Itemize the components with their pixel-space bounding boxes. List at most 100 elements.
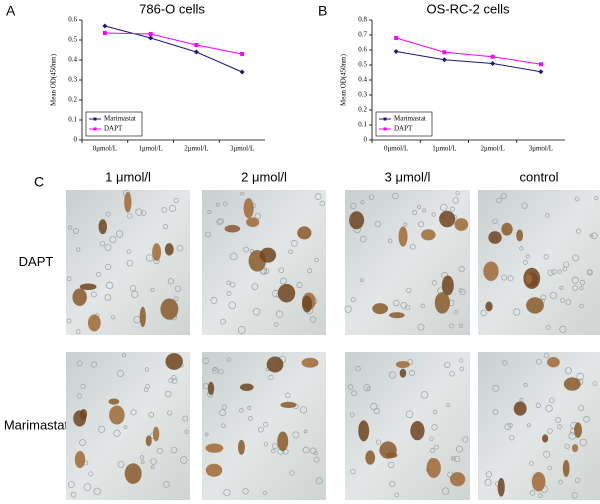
cell-bubble [150, 465, 155, 470]
cell-bubble [455, 191, 460, 196]
stained-cell [526, 297, 544, 314]
y-tick-label: 0.3 [358, 91, 367, 99]
cell-bubble [75, 329, 81, 334]
cell-bubble [260, 268, 267, 276]
cell-bubble [544, 213, 550, 218]
stained-cell [516, 229, 524, 242]
cell-bubble [579, 303, 584, 309]
cell-bubble [521, 202, 528, 209]
cell-bubble [449, 371, 455, 377]
cell-bubble [548, 397, 555, 403]
cell-bubble [248, 415, 253, 421]
cell-bubble [173, 198, 179, 204]
cell-bubble [280, 277, 287, 285]
x-tick-label: 0μmol/L [384, 145, 408, 153]
x-tick-label: 1μmol/L [432, 145, 456, 153]
cell-bubble [347, 384, 354, 390]
cell-bubble [93, 487, 101, 496]
marker [148, 35, 154, 41]
x-tick-label: 3μmol/L [529, 145, 553, 153]
cell-bubble [545, 325, 551, 330]
cell-bubble [504, 423, 512, 431]
cell-bubble [422, 208, 427, 213]
cell-bubble [204, 432, 209, 437]
cell-bubble [529, 490, 536, 496]
cell-bubble [387, 238, 393, 244]
y-axis-label: Mean OD(450nm) [340, 53, 348, 106]
y-tick-label: 0.1 [68, 116, 77, 124]
stained-cell [501, 222, 513, 236]
cell-bubble [431, 212, 436, 217]
stained-cell [434, 292, 450, 314]
cell-bubble [375, 439, 381, 445]
cell-bubble [226, 357, 231, 362]
cell-bubble [143, 387, 149, 393]
panel-label: C [34, 174, 44, 190]
stained-cell [74, 450, 86, 469]
cell-bubble [350, 202, 357, 210]
cell-bubble [302, 446, 310, 454]
cell-bubble [275, 310, 284, 318]
cell-bubble [251, 283, 259, 291]
cell-bubble [374, 220, 381, 228]
cell-bubble [105, 211, 111, 217]
cell-bubble [162, 481, 170, 488]
chart-title: OS-RC-2 cells [426, 1, 510, 16]
cell-bubble [574, 477, 581, 483]
stained-cell [439, 210, 456, 228]
y-tick-label: 0.5 [358, 61, 367, 69]
cell-bubble [578, 405, 585, 412]
cell-bubble [442, 487, 450, 495]
stained-cell [497, 477, 505, 497]
marker [393, 49, 399, 54]
stained-cell [280, 401, 297, 409]
cell-bubble [121, 353, 127, 358]
stained-cell [426, 458, 441, 478]
cell-bubble [583, 416, 590, 423]
stained-cell [372, 303, 389, 315]
cell-bubble [502, 360, 508, 366]
cell-bubble [420, 391, 429, 399]
cell-bubble [420, 303, 426, 309]
cell-bubble [571, 492, 578, 499]
cell-bubble [547, 465, 552, 471]
cell-bubble [174, 285, 182, 292]
cell-bubble [409, 369, 416, 376]
stained-cell [152, 426, 160, 442]
cell-bubble [458, 323, 463, 328]
cell-bubble [387, 461, 395, 469]
cell-bubble [417, 323, 425, 331]
cell-bubble [579, 438, 587, 447]
stained-cell [165, 353, 183, 370]
cell-bubble [268, 374, 274, 381]
stained-cell [73, 410, 87, 427]
x-tick-label: 2μmol/L [184, 145, 208, 153]
marker [148, 32, 153, 36]
cell-bubble [344, 305, 352, 313]
cell-bubble [76, 360, 83, 367]
cell-bubble [389, 480, 396, 487]
stained-cell [205, 443, 224, 453]
cell-bubble [459, 358, 464, 363]
cell-bubble [90, 361, 98, 368]
stained-cell [207, 381, 215, 396]
cell-bubble [409, 243, 416, 250]
y-tick-label: 0 [74, 136, 78, 144]
cell-bubble [220, 318, 226, 325]
stained-cell [525, 273, 533, 285]
cell-bubble [130, 409, 137, 416]
cell-bubble [549, 291, 558, 299]
stained-cell [205, 463, 223, 477]
micrograph [478, 190, 600, 335]
cell-bubble [525, 254, 530, 259]
cell-bubble [551, 269, 557, 275]
cell-bubble [216, 219, 223, 226]
cell-bubble [254, 212, 261, 220]
cell-bubble [299, 406, 308, 414]
stained-cell [574, 422, 582, 438]
column-label: control [519, 169, 558, 184]
micrograph [345, 190, 470, 335]
stained-cell [139, 306, 146, 328]
stained-cell [109, 405, 125, 425]
